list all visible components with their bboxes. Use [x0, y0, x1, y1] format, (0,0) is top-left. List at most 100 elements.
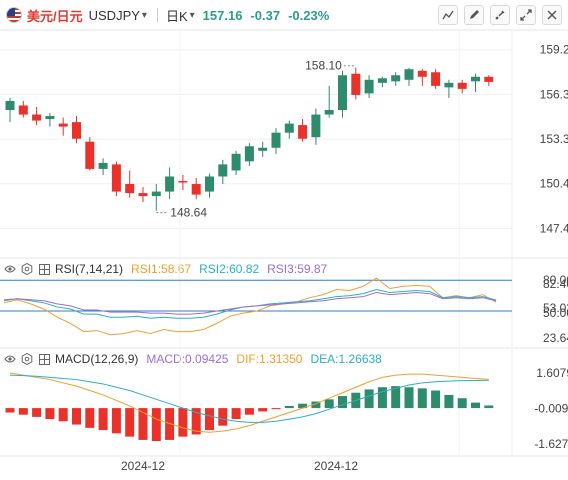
rsi1-line	[3, 277, 497, 336]
macd-bar	[205, 408, 214, 431]
candle-body	[205, 176, 214, 192]
macd-bar	[377, 387, 387, 409]
grid-icon[interactable]	[38, 263, 50, 275]
toolbar	[438, 5, 562, 25]
gear-icon[interactable]	[21, 353, 33, 365]
candle-body	[5, 100, 15, 111]
candle-body	[231, 153, 241, 171]
rsi-tick-label: 53.03	[543, 301, 568, 315]
gear-icon[interactable]	[21, 263, 33, 275]
macd-bar	[431, 390, 441, 409]
macd-bar	[444, 394, 454, 409]
close-icon[interactable]	[542, 5, 562, 25]
macd-bar	[98, 408, 108, 431]
candle-body	[271, 132, 281, 148]
fullscreen-icon[interactable]	[516, 5, 536, 25]
macd-bar	[165, 408, 175, 440]
macd-bar	[138, 408, 148, 440]
macd-bar	[364, 389, 374, 409]
macd-bar	[45, 408, 55, 420]
dea-value: DEA:1.26638	[310, 352, 382, 366]
price-tick-label: 156.33	[540, 87, 568, 101]
macd-bar	[338, 396, 347, 409]
price-tick-label: 150.42	[540, 177, 568, 191]
candle-body	[444, 82, 454, 88]
macd-bar	[258, 408, 268, 412]
macd-bar	[191, 408, 201, 435]
candle-body	[457, 82, 467, 89]
eye-icon[interactable]	[4, 263, 16, 275]
candle-body	[311, 114, 321, 138]
flag-icon	[6, 7, 22, 23]
candle-body	[484, 76, 494, 82]
macd-bar	[284, 405, 294, 409]
candle-body	[218, 164, 228, 177]
rsi-name: RSI(7,14,21)	[55, 262, 124, 276]
rsi3-line	[3, 292, 497, 315]
candle-body	[391, 75, 401, 82]
macd-bar	[271, 408, 281, 410]
high-annotation: 158.10	[305, 59, 342, 73]
candle-body	[58, 123, 68, 127]
macd-bar	[311, 401, 321, 409]
macd-bar	[32, 408, 42, 417]
candle-body	[98, 162, 108, 169]
macd-bar	[244, 408, 254, 415]
macd-name: MACD(12,26,9)	[55, 352, 139, 366]
candle-body	[338, 75, 347, 111]
price-tick-label: 147.46	[540, 221, 568, 235]
macd-bar	[125, 408, 135, 437]
last-price: 157.16	[202, 7, 243, 23]
macd-bar	[151, 408, 161, 442]
pair-code[interactable]: USDJPY	[88, 7, 140, 23]
macd-tick-label: -0.00996	[534, 401, 568, 415]
candle-body	[72, 122, 81, 139]
rsi3-value: RSI3:59.87	[267, 262, 328, 276]
candle-body	[404, 69, 414, 80]
period-chevron-down-icon[interactable]: ▾	[189, 9, 195, 21]
rsi-legend: RSI(7,14,21) RSI1:58.67 RSI2:60.82 RSI3:…	[4, 262, 327, 276]
candle-body	[364, 79, 374, 94]
period-selector[interactable]: 日K	[165, 8, 188, 24]
settings-icon[interactable]	[490, 5, 510, 25]
macd-bar	[111, 408, 121, 434]
chevron-down-icon[interactable]: ▾	[141, 9, 147, 21]
macd-bar	[231, 408, 241, 420]
macd-bar	[72, 408, 81, 425]
macd-bar	[484, 405, 494, 409]
grid-icon[interactable]	[38, 353, 50, 365]
low-annotation: 148.64	[170, 206, 207, 220]
time-axis-label: 2024-12	[314, 459, 358, 473]
macd-bar	[178, 408, 188, 437]
candle-body	[351, 73, 361, 95]
candle-body	[324, 110, 334, 115]
pair-name-cn[interactable]: 美元/日元	[27, 8, 83, 24]
candle-body	[45, 116, 55, 120]
candle-body	[85, 141, 95, 169]
rsi-tick-label: 80.00	[543, 273, 568, 287]
candle-body	[125, 184, 135, 194]
rsi2-value: RSI2:60.82	[199, 262, 260, 276]
price-change-pct: -0.23%	[288, 7, 330, 23]
macd-legend: MACD(12,26,9) MACD:0.09425 DIF:1.31350 D…	[4, 352, 382, 366]
candle-body	[298, 125, 308, 139]
dea-line	[9, 374, 489, 423]
macd-bar	[417, 388, 427, 409]
macd-bar	[58, 408, 68, 422]
candle-body	[377, 78, 387, 83]
macd-bar	[391, 386, 401, 409]
candle-body	[471, 76, 480, 82]
indicator-chart-icon[interactable]	[438, 5, 458, 25]
rsi2-line	[3, 288, 497, 319]
macd-bar	[324, 399, 334, 409]
macd-tick-label: 1.60792	[536, 366, 568, 380]
macd-bar	[218, 408, 228, 426]
candle-body	[151, 191, 161, 197]
eye-icon[interactable]	[4, 353, 16, 365]
drawing-pen-icon[interactable]	[464, 5, 484, 25]
rsi-tick-label: 82.40	[543, 277, 568, 291]
macd-bar	[5, 408, 15, 413]
chart-header: 美元/日元 USDJPY ▾ 日K ▾ 157.16 -0.37 -0.23%	[0, 0, 568, 30]
time-axis-label: 2024-12	[121, 459, 165, 473]
